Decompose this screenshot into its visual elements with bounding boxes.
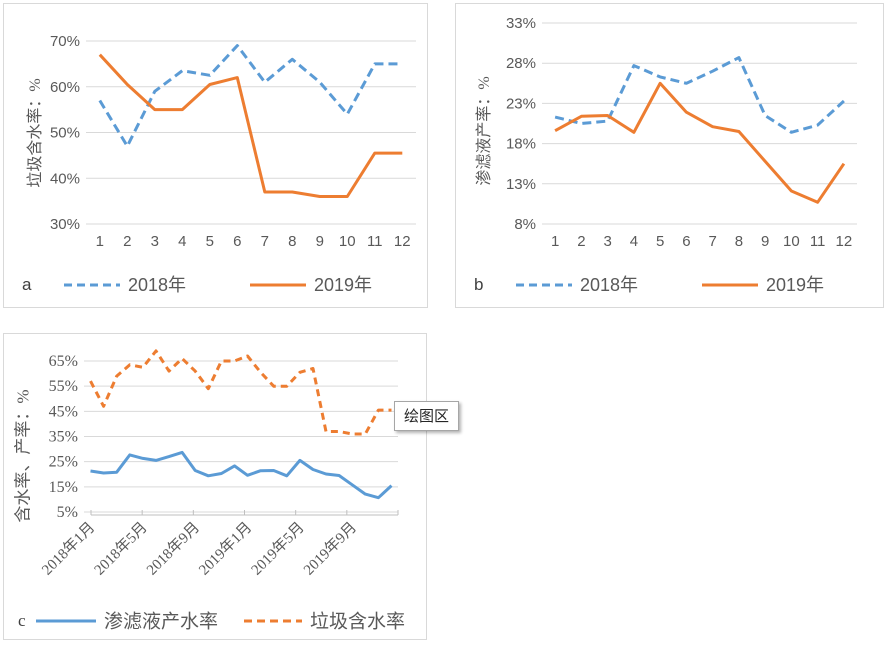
svg-text:5%: 5% (57, 504, 78, 521)
svg-text:4: 4 (178, 233, 186, 250)
chart-b-canvas: 33%28%23%18%13%8%1 2 3 4 5 6 7 8 9 10 11 12 (506, 15, 857, 250)
chart-b-series-0-line (554, 56, 845, 134)
svg-text:60%: 60% (50, 79, 80, 96)
svg-text:5: 5 (206, 233, 214, 250)
svg-text:5: 5 (656, 233, 664, 250)
chart-c-y-axis-title: 含水率、产率：% (13, 389, 33, 523)
svg-text:55%: 55% (49, 378, 78, 395)
chart-c-tick-labels: 65% 55% 45% 35% 25% 15% 5%2018年1月2018年5月2018年9… (39, 353, 360, 579)
legend-line-sample-leachate (36, 619, 96, 623)
chart-a-series-0-line (98, 44, 403, 148)
legend-line-sample-moisture (244, 619, 302, 623)
svg-text:11: 11 (367, 233, 383, 250)
legend-line-sample-2019 (702, 283, 758, 287)
legend-label-moisture: 垃圾含水率 (310, 611, 406, 633)
legend-label-2018: 2018年 (580, 274, 639, 295)
chart-c: 65% 55% 45% 35% 25% 15% 5% 2018年1月 2018年5月 2018年9… (3, 333, 427, 640)
svg-text:12: 12 (394, 233, 411, 250)
chart-b: 33% 28% 23% 18% 13% 8% 1 2 3 4 5 6 7 8 9 10 11 12 渗滤液产率：%… (455, 3, 884, 308)
plot-area-tooltip: 绘图区 (394, 401, 460, 431)
svg-text:8%: 8% (514, 216, 536, 233)
chart-b-gridlines (542, 22, 857, 225)
svg-text:2019年5月: 2019年5月 (248, 519, 308, 579)
svg-text:2019年1月: 2019年1月 (196, 519, 256, 579)
svg-text:3: 3 (603, 233, 611, 250)
chart-a-series-1-line (98, 53, 403, 198)
svg-text:18%: 18% (506, 136, 536, 153)
svg-text:13%: 13% (506, 176, 536, 193)
svg-text:15%: 15% (49, 479, 78, 496)
legend-label-leachate: 渗滤液产水率 (104, 611, 219, 633)
svg-text:25%: 25% (49, 454, 78, 471)
svg-text:2: 2 (577, 233, 585, 250)
svg-text:1: 1 (551, 233, 559, 250)
chart-c-canvas: 65% 55% 45% 35% 25% 15% 5%2018年1月2018年5月2018年9… (39, 349, 399, 579)
svg-text:4: 4 (630, 233, 638, 250)
chart-c-series-0-line (90, 450, 393, 500)
svg-text:12: 12 (836, 233, 853, 250)
svg-text:50%: 50% (50, 125, 80, 142)
chart-a-tick-labels: 70%60%50%40%30%1 2 3 4 5 6 7 8 9 10 11 12 (50, 33, 411, 250)
svg-text:2: 2 (123, 233, 131, 250)
svg-text:7: 7 (708, 233, 716, 250)
legend-line-sample-2018 (516, 283, 572, 287)
chart-a-y-axis-title: 垃圾含水率：% (27, 78, 44, 188)
chart-c-letter: c (18, 611, 26, 630)
svg-text:65%: 65% (49, 353, 78, 370)
chart-b-legend: b 2018年 2019年 (456, 270, 883, 300)
chart-a-letter: a (22, 275, 32, 294)
chart-c-gridlines (84, 360, 398, 513)
svg-text:7: 7 (261, 233, 269, 250)
chart-b-y-axis-title: 渗滤液产率：% (476, 76, 493, 186)
svg-text:40%: 40% (50, 170, 80, 187)
svg-text:70%: 70% (50, 33, 80, 50)
svg-text:6: 6 (233, 233, 241, 250)
svg-text:30%: 30% (50, 216, 80, 233)
svg-text:10: 10 (339, 233, 356, 250)
chart-b-letter: b (474, 275, 484, 294)
svg-text:45%: 45% (49, 403, 78, 420)
chart-c-series-1-line (89, 349, 392, 436)
svg-text:28%: 28% (506, 55, 536, 72)
svg-text:33%: 33% (506, 15, 536, 32)
svg-text:35%: 35% (49, 429, 78, 446)
chart-a-canvas: 70%60%50%40%30%1 2 3 4 5 6 7 8 9 10 11 12 (50, 33, 416, 250)
svg-text:2018年1月: 2018年1月 (39, 519, 99, 579)
svg-text:8: 8 (288, 233, 296, 250)
svg-text:1: 1 (96, 233, 104, 250)
svg-text:3: 3 (151, 233, 159, 250)
chart-c-x-axis (90, 510, 399, 516)
chart-a-legend: a 2018年 2019年 (4, 270, 427, 300)
legend-label-2019: 2019年 (314, 274, 373, 295)
chart-b-series-1-line (554, 81, 846, 204)
svg-text:9: 9 (316, 233, 324, 250)
svg-text:2018年5月: 2018年5月 (91, 519, 151, 579)
svg-text:6: 6 (682, 233, 690, 250)
svg-text:10: 10 (783, 233, 800, 250)
svg-text:11: 11 (810, 233, 826, 250)
legend-line-sample-2018 (64, 283, 120, 287)
chart-a: 70% 60% 50% 40% 30% 1 2 3 4 5 6 7 8 9 10 11 12 垃圾含水率：% a… (3, 3, 428, 308)
legend-label-2018: 2018年 (128, 274, 187, 295)
legend-label-2019: 2019年 (766, 274, 825, 295)
svg-text:2018年9月: 2018年9月 (143, 519, 203, 579)
chart-b-tick-labels: 33%28%23%18%13%8%1 2 3 4 5 6 7 8 9 10 11 12 (506, 15, 852, 250)
svg-text:9: 9 (761, 233, 769, 250)
legend-line-sample-2019 (250, 283, 306, 287)
svg-text:8: 8 (735, 233, 743, 250)
svg-text:2019年9月: 2019年9月 (300, 519, 360, 579)
chart-c-legend: c 渗滤液产水率 垃圾含水率 (4, 606, 426, 636)
svg-text:23%: 23% (506, 95, 536, 112)
